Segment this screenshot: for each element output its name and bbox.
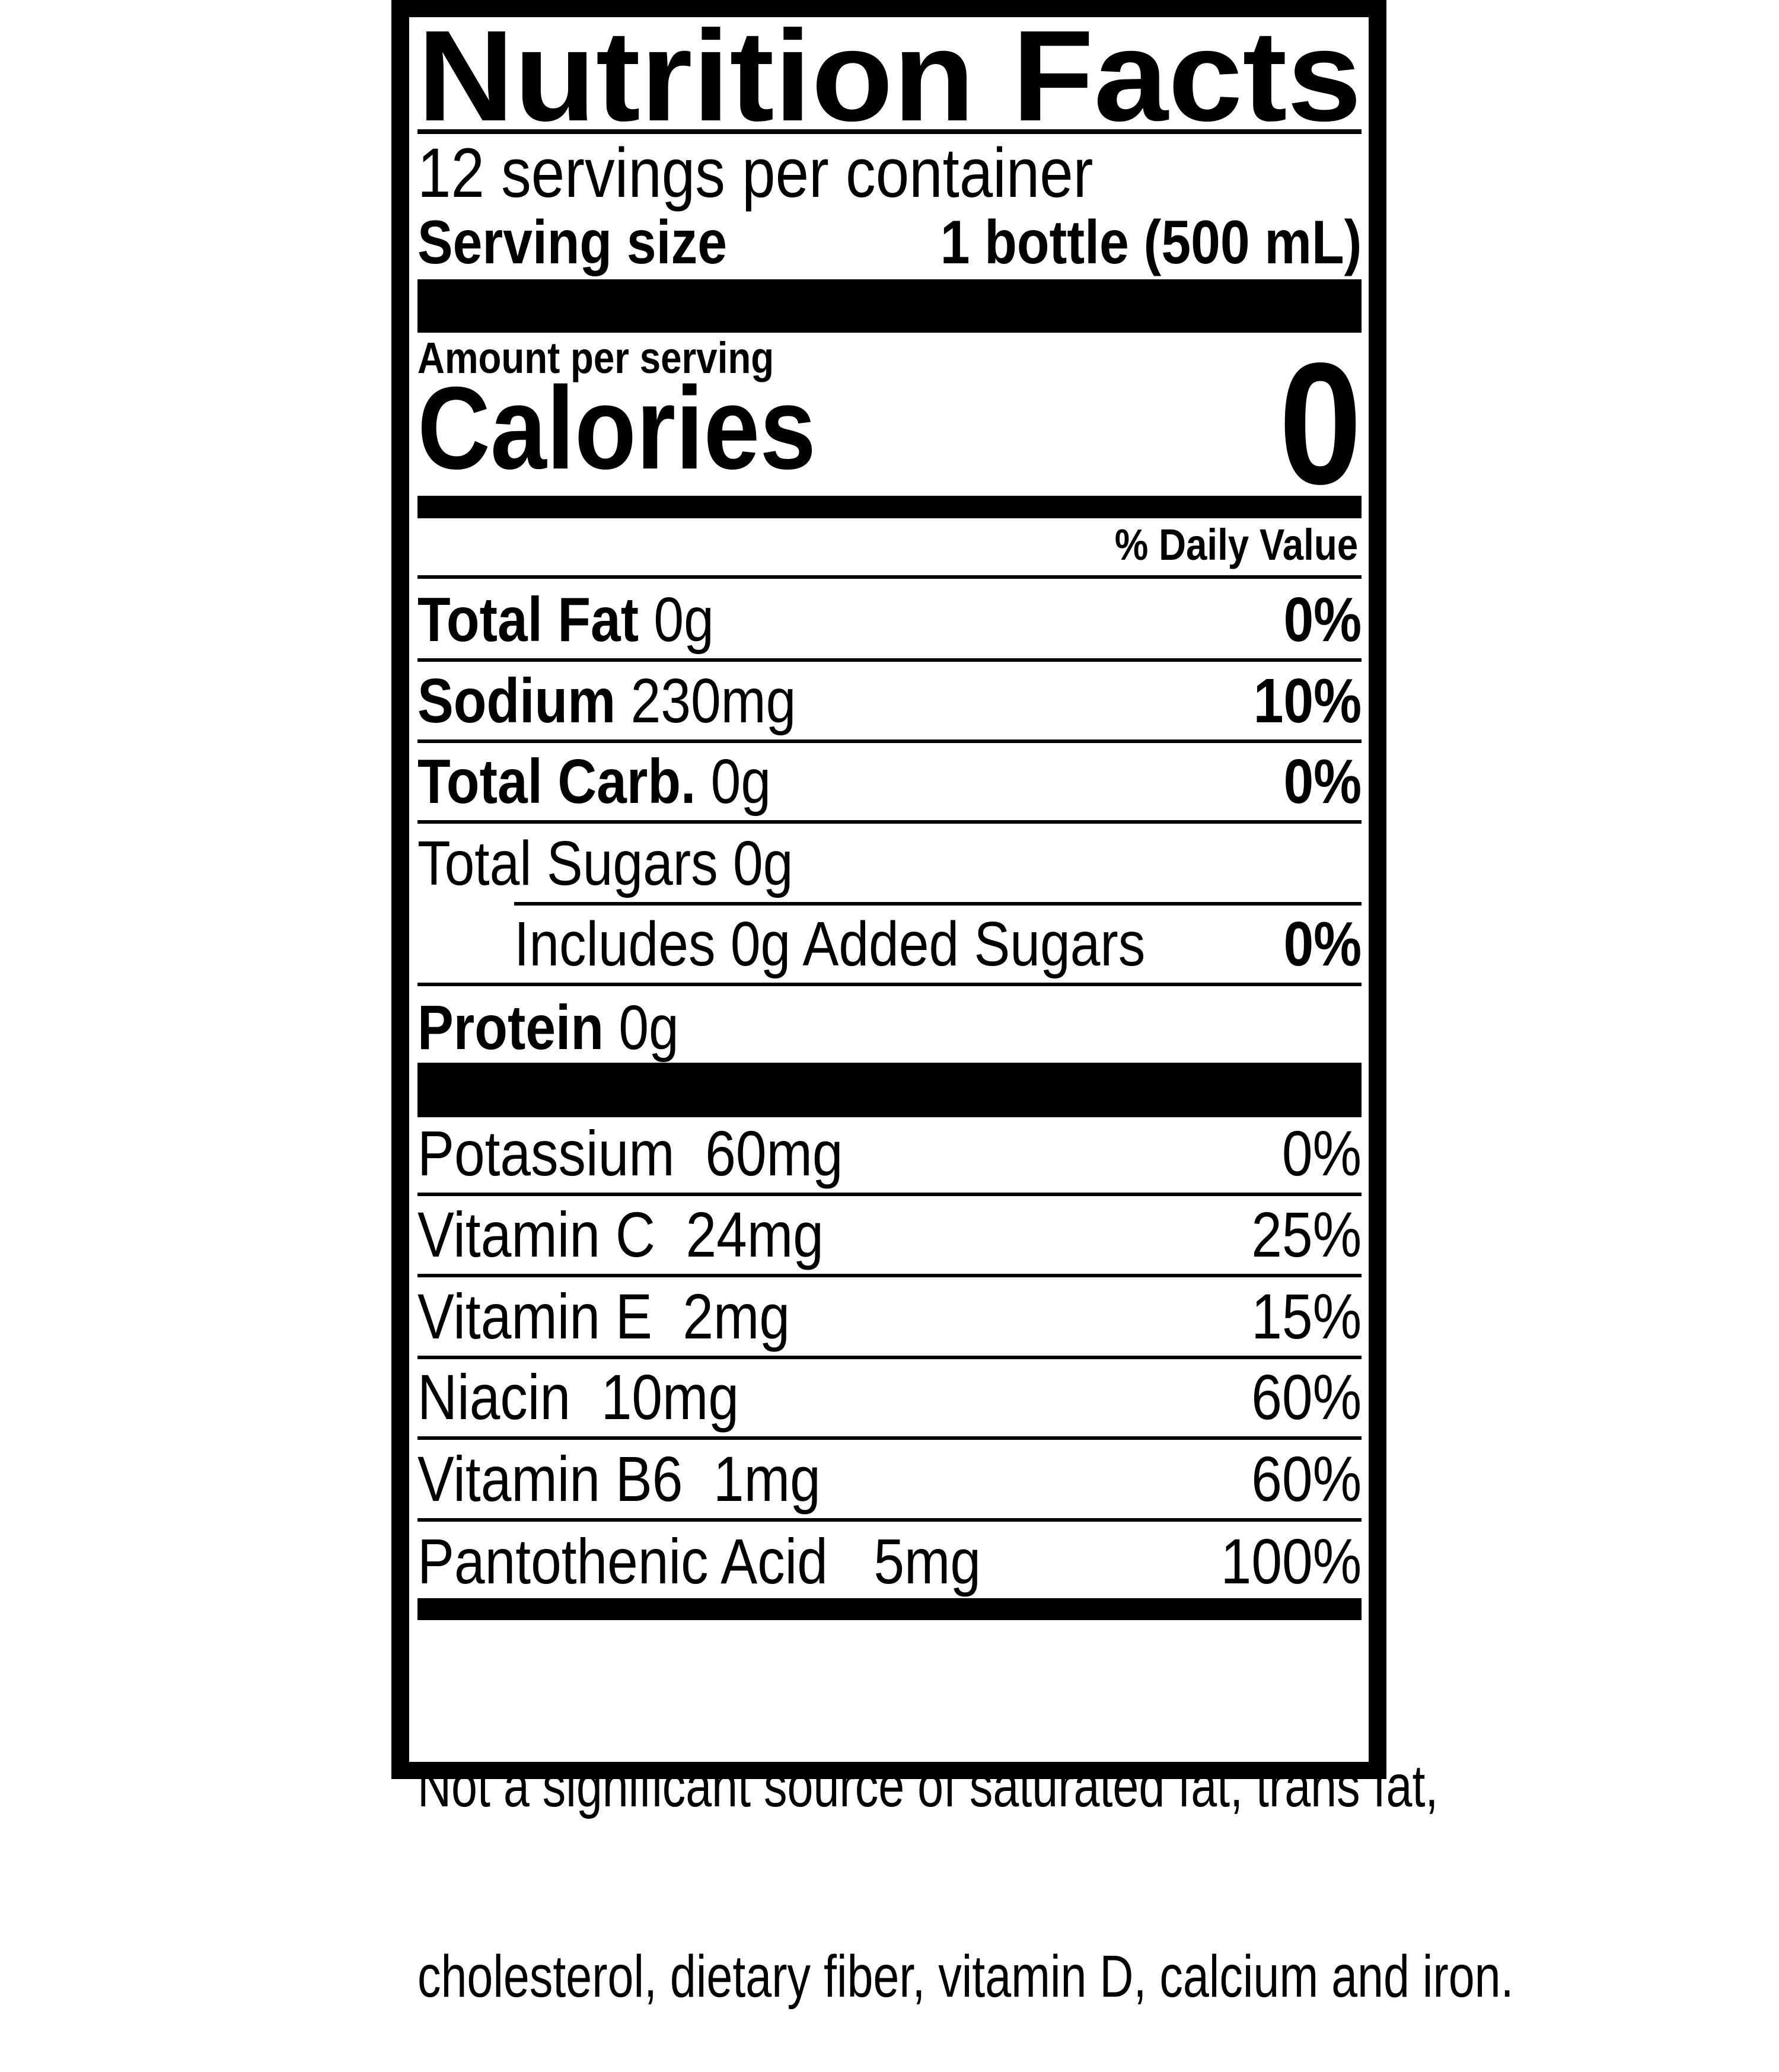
nutrient-row-added-sugars: Includes 0g Added Sugars 0% — [417, 906, 1362, 986]
footnote-line-1: Not a significant source of saturated fa… — [417, 1753, 1439, 1819]
footnote: Not a significant source of saturated fa… — [417, 1628, 1779, 2072]
servings-text: 12 servings per container — [417, 134, 1093, 212]
calories-label-text: Calories — [417, 362, 816, 493]
footnote-divider — [417, 1598, 1362, 1620]
vitamin-dv: 0% — [1281, 1117, 1362, 1189]
nutrient-amount: 0g — [604, 993, 679, 1063]
sugars-indent-divider — [514, 902, 1362, 906]
vitamin-dv: 100% — [1220, 1525, 1362, 1597]
calories-value-text: 0 — [1279, 327, 1362, 520]
nutrient-dv: 0% — [1283, 909, 1362, 979]
calories-value: 0 — [1265, 337, 1362, 510]
vitamin-text: Vitamin E 2mg — [417, 1280, 790, 1352]
nutrient-amount: Includes 0g Added Sugars — [514, 909, 1146, 979]
vitamin-dv: 15% — [1251, 1280, 1362, 1352]
nutrient-row-sodium: Sodium 230mg 10% — [417, 662, 1362, 743]
nutrient-dv: 10% — [1253, 666, 1362, 736]
serving-size-value-text: 1 bottle (500 mL) — [940, 208, 1362, 277]
vitamin-dv: 60% — [1251, 1443, 1362, 1515]
nutrient-row-protein: Protein 0g — [417, 986, 1362, 1063]
nutrient-dv: 0% — [1283, 585, 1362, 655]
footnote-line-2: cholesterol, dietary fiber, vitamin D, c… — [417, 1943, 1514, 2010]
nutrient-name: Sodium — [417, 666, 616, 736]
vitamin-row-vitamin-e: Vitamin E 2mg 15% — [417, 1277, 1362, 1359]
nutrient-amount: 0g — [696, 747, 771, 817]
amount-per-serving: Amount per serving — [417, 335, 832, 381]
serving-size-label: Serving size — [417, 208, 777, 277]
serving-size-value: 1 bottle (500 mL) — [872, 208, 1362, 277]
vitamin-row-vitamin-c: Vitamin C 24mg 25% — [417, 1196, 1362, 1277]
label-title: Nutrition Facts — [417, 4, 1362, 148]
thick-divider — [417, 279, 1362, 333]
nutrient-name: Protein — [417, 993, 604, 1063]
nutrient-row-total-sugars: Total Sugars 0g — [417, 824, 1362, 902]
nutrient-amount: 0g — [639, 585, 714, 655]
calories-label: Calories — [417, 369, 881, 487]
vitamin-row-vitamin-b6: Vitamin B6 1mg 60% — [417, 1440, 1362, 1522]
vitamin-text: Vitamin B6 1mg — [417, 1443, 821, 1515]
nutrient-row-total-carb: Total Carb. 0g 0% — [417, 743, 1362, 824]
nutrient-amount: 230mg — [616, 666, 796, 736]
vitamin-dv: 25% — [1251, 1198, 1362, 1270]
serving-size-label-text: Serving size — [417, 208, 727, 277]
nutrient-amount: Total Sugars 0g — [417, 828, 793, 898]
nutrient-dv: 0% — [1283, 747, 1362, 817]
daily-value-header-text: % Daily Value — [1114, 520, 1358, 569]
medium-divider — [417, 496, 1362, 518]
amount-per-serving-text: Amount per serving — [417, 333, 774, 382]
servings-per-container: 12 servings per container — [417, 135, 1203, 212]
vitamin-text: Niacin 10mg — [417, 1361, 739, 1433]
vitamin-dv: 60% — [1251, 1361, 1362, 1433]
title-divider — [417, 129, 1362, 134]
nutrient-name: Total Carb. — [417, 747, 696, 817]
nutrient-name: Total Fat — [417, 585, 639, 655]
daily-value-header: % Daily Value — [1075, 522, 1358, 568]
vitamin-text: Potassium 60mg — [417, 1117, 843, 1189]
vitamin-text: Pantothenic Acid 5mg — [417, 1525, 981, 1597]
vitamin-row-pantothenic-acid: Pantothenic Acid 5mg 100% — [417, 1522, 1362, 1598]
thick-divider-vitamins — [417, 1063, 1362, 1117]
vitamin-text: Vitamin C 24mg — [417, 1198, 824, 1270]
thin-divider — [417, 575, 1362, 579]
vitamin-row-potassium: Potassium 60mg 0% — [417, 1117, 1362, 1196]
nutrient-row-total-fat: Total Fat 0g 0% — [417, 579, 1362, 662]
vitamin-row-niacin: Niacin 10mg 60% — [417, 1359, 1362, 1440]
